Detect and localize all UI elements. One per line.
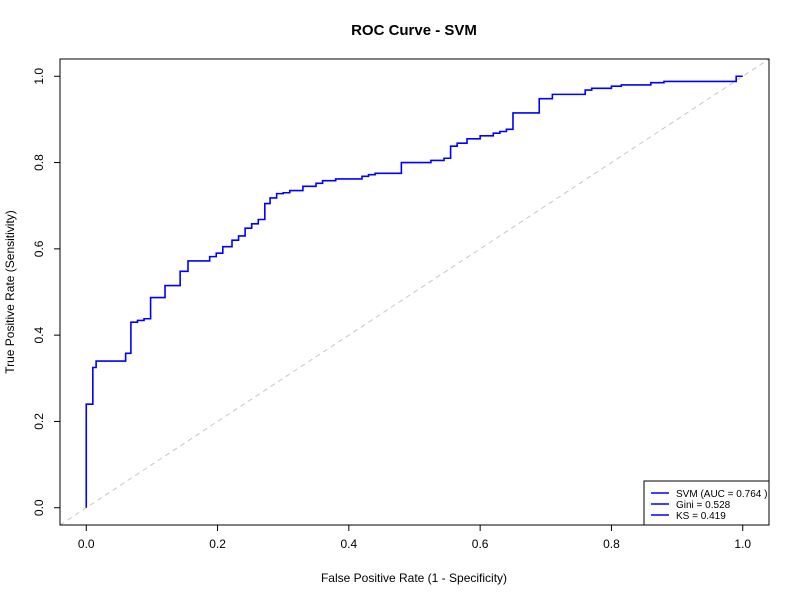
y-tick-label: 0.2 <box>32 413 46 430</box>
x-axis: 0.0 0.2 0.4 0.6 0.8 1.0 <box>78 525 751 551</box>
legend: SVM (AUC = 0.764 ) Gini = 0.528 KS = 0.4… <box>643 480 770 526</box>
y-axis-label: True Positive Rate (Sensitivity) <box>3 210 17 374</box>
plot-frame <box>59 58 770 526</box>
x-tick-label: 0.8 <box>603 537 620 551</box>
y-tick-label: 0.6 <box>32 240 46 257</box>
y-tick-label: 0.4 <box>32 326 46 343</box>
legend-entry-svm: SVM (AUC = 0.764 ) <box>676 489 767 500</box>
legend-box <box>643 480 770 526</box>
y-tick-label: 0.8 <box>32 154 46 171</box>
y-tick-label: 1.0 <box>32 68 46 85</box>
x-tick-label: 0.6 <box>472 537 489 551</box>
plot-area <box>59 58 770 526</box>
chart-title: ROC Curve - SVM <box>351 22 477 39</box>
x-tick-label: 1.0 <box>734 537 751 551</box>
diagonal-reference-line <box>59 58 770 526</box>
x-tick-label: 0.0 <box>78 537 95 551</box>
legend-entry-ks: KS = 0.419 <box>676 511 726 522</box>
y-tick-label: 0.0 <box>32 499 46 516</box>
x-tick-label: 0.2 <box>209 537 226 551</box>
y-axis: 0.0 0.2 0.4 0.6 0.8 1.0 <box>32 68 60 516</box>
legend-entry-gini: Gini = 0.528 <box>676 500 731 511</box>
x-axis-label: False Positive Rate (1 - Specificity) <box>321 571 507 585</box>
roc-curve-line <box>85 75 743 508</box>
x-tick-label: 0.4 <box>341 537 358 551</box>
